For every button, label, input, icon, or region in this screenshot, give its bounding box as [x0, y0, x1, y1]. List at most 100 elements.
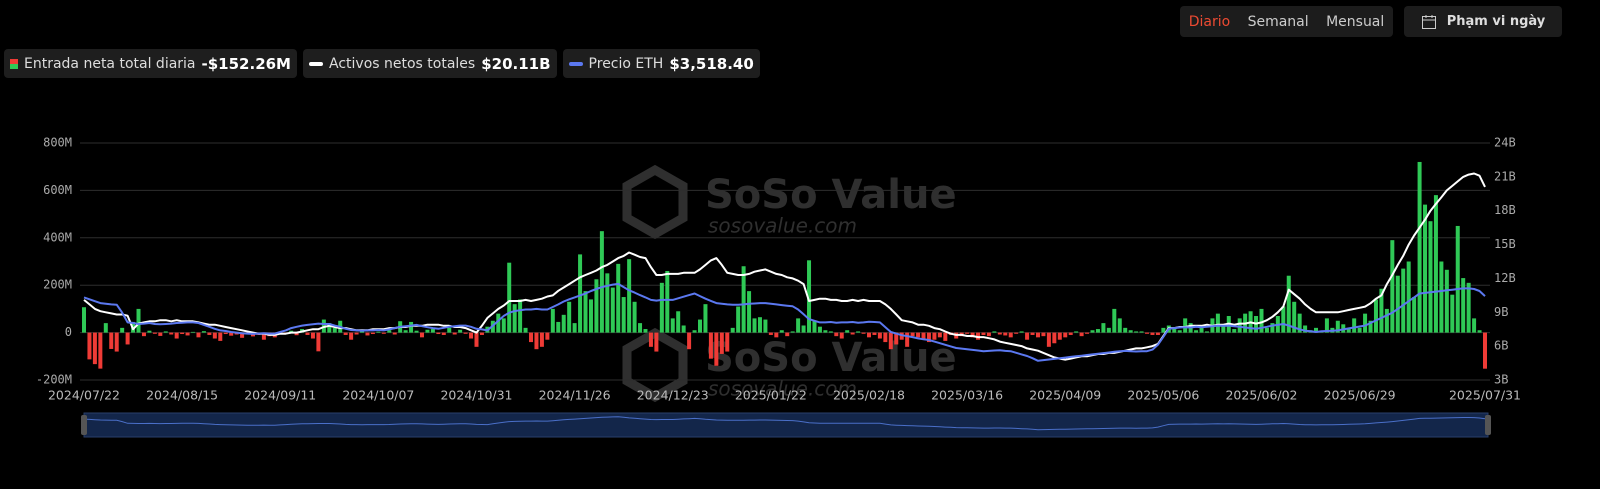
y-tick-label: 600M: [43, 183, 72, 197]
bar: [719, 332, 724, 354]
legend-swatch: [309, 61, 323, 66]
bar: [349, 332, 354, 340]
bar: [621, 297, 626, 333]
period-tab[interactable]: Diario: [1188, 13, 1231, 30]
bar: [163, 331, 168, 333]
legend-name: Precio ETH: [588, 55, 664, 72]
bar: [1352, 318, 1357, 333]
bar: [643, 329, 648, 333]
bar: [665, 270, 670, 333]
bar: [877, 332, 882, 339]
bar: [136, 308, 141, 333]
bar: [910, 332, 915, 337]
bar: [768, 332, 773, 335]
legend-name: Activos netos totales: [329, 55, 476, 72]
bar: [381, 332, 386, 334]
bar: [338, 320, 343, 333]
bar: [861, 332, 866, 334]
y2-tick-label: 12B: [1494, 271, 1516, 285]
bar: [1090, 330, 1095, 333]
bar: [1063, 332, 1068, 338]
bar: [959, 332, 964, 337]
bar: [109, 332, 114, 349]
bar: [332, 327, 337, 333]
bar: [376, 331, 381, 333]
legend-name: Entrada neta total diaria: [24, 55, 196, 72]
y-tick-label: 0: [65, 325, 72, 339]
bar: [1003, 332, 1008, 336]
bar: [447, 327, 452, 333]
bar: [1324, 318, 1329, 333]
bar: [747, 291, 752, 333]
x-tick-label: 2024/09/11: [244, 388, 316, 403]
navigator-line: [83, 416, 1486, 431]
bar: [1046, 332, 1051, 347]
bar: [1275, 316, 1280, 333]
bar: [316, 332, 321, 352]
bar: [1346, 329, 1351, 333]
bar: [1172, 329, 1177, 333]
y-tick-label: -200M: [36, 373, 72, 387]
bar: [425, 329, 430, 333]
bar: [687, 332, 692, 350]
bar: [103, 323, 108, 333]
bar: [1335, 320, 1340, 333]
bar: [1117, 318, 1122, 333]
bar: [218, 332, 223, 341]
bar: [131, 321, 136, 333]
bar: [1199, 327, 1204, 333]
bar: [997, 332, 1002, 335]
calendar-icon: [1421, 14, 1436, 29]
bar: [1428, 221, 1433, 333]
bar: [736, 306, 741, 333]
legend-value: $20.11B: [481, 54, 551, 73]
bar: [496, 313, 501, 333]
bar: [441, 332, 446, 335]
bar: [147, 330, 152, 333]
bar: [899, 332, 904, 340]
bar: [479, 332, 484, 335]
bar: [1368, 320, 1373, 333]
bar: [670, 318, 675, 333]
x-tick-label: 2024/10/07: [342, 388, 414, 403]
bar: [550, 308, 555, 333]
bar: [1308, 330, 1313, 333]
bar: [725, 332, 730, 352]
y2-tick-label: 24B: [1494, 136, 1516, 150]
bar: [681, 325, 686, 333]
date-range-button[interactable]: Phạm vi ngày: [1404, 6, 1562, 37]
bar: [360, 331, 365, 333]
bar: [883, 332, 888, 343]
bar: [561, 314, 566, 333]
bar: [730, 327, 735, 333]
bar: [343, 332, 348, 335]
bar: [779, 330, 784, 333]
bar: [1123, 327, 1128, 333]
navigator-handle: [1485, 415, 1491, 435]
bar: [1330, 327, 1335, 333]
legend-swatch: [10, 58, 18, 69]
bar: [801, 325, 806, 333]
bar: [452, 332, 457, 335]
bar: [943, 332, 948, 341]
bar: [654, 332, 659, 352]
watermark-url: sosovalue.com: [708, 377, 857, 401]
period-tab[interactable]: Semanal: [1247, 13, 1309, 30]
bar: [599, 231, 604, 333]
bar: [1085, 332, 1090, 334]
y2-tick-label: 9B: [1494, 305, 1508, 319]
x-tick-label: 2025/02/18: [833, 388, 905, 403]
bar: [1444, 269, 1449, 333]
bar: [605, 273, 610, 333]
bar: [518, 299, 523, 333]
bar: [436, 332, 441, 335]
bar: [289, 330, 294, 333]
bar: [921, 332, 926, 339]
bar: [125, 332, 130, 345]
period-tab[interactable]: Mensual: [1326, 13, 1385, 30]
bar: [1303, 325, 1308, 333]
bar: [812, 320, 817, 333]
bar: [785, 332, 790, 337]
